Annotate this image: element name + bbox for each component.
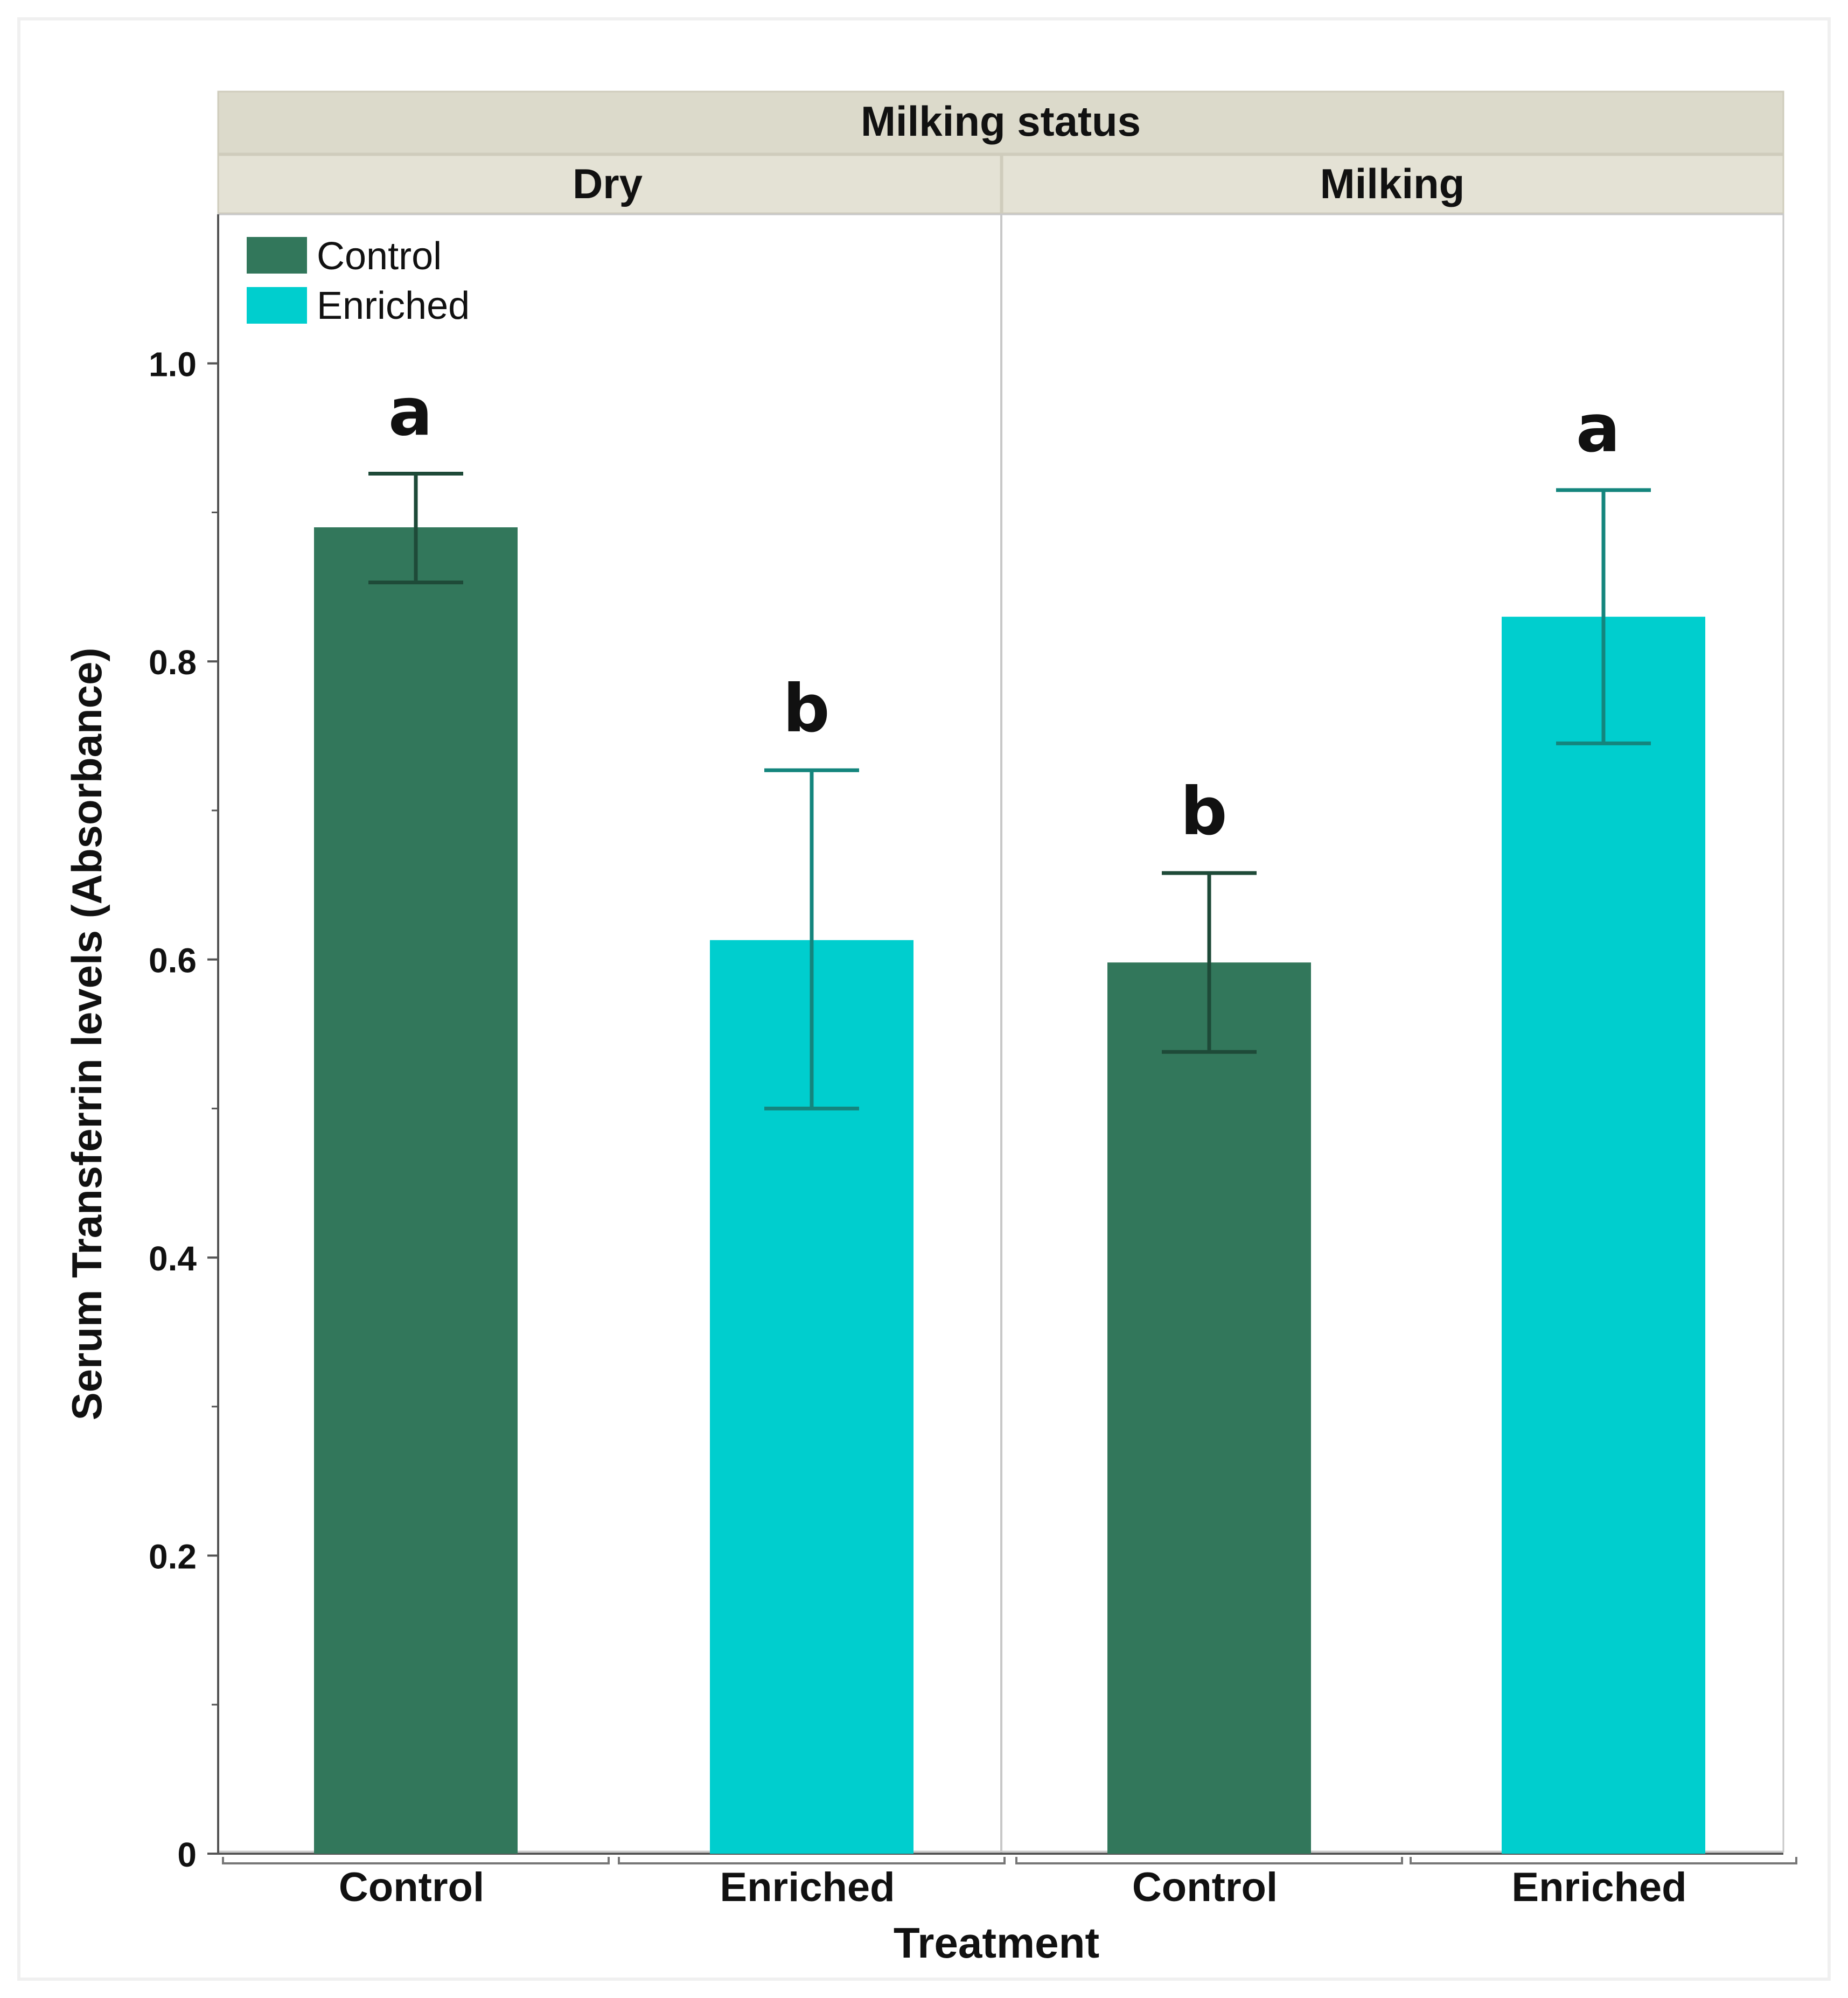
significance-letter: b (1180, 773, 1227, 850)
y-tick-label: 0.2 (149, 1538, 197, 1576)
y-tick-label: 0.6 (149, 941, 197, 980)
panel-header-dry (217, 154, 1002, 214)
bar-milking-control (1107, 962, 1311, 1854)
x-axis-title: Treatment (894, 1919, 1099, 1967)
y-tick-label: 0.4 (149, 1239, 197, 1278)
x-category-bracket (618, 1857, 1006, 1864)
legend-label-control: Control (317, 235, 442, 278)
y-tick-label: 0.8 (149, 643, 197, 682)
y-tick-label: 0 (177, 1835, 197, 1874)
legend: Control Enriched (247, 235, 470, 327)
panel-title-milking: Milking (1320, 160, 1465, 207)
legend-swatch-control (247, 237, 307, 274)
y-axis-title: Serum Transferrin levels (Absorbance) (63, 648, 110, 1421)
significance-letter: a (1576, 390, 1620, 467)
legend-swatch-enriched (247, 287, 307, 324)
bars: a b b a (314, 374, 1705, 1854)
y-tick-label: 1.0 (149, 345, 197, 384)
x-tick-label: Control (1132, 1864, 1278, 1910)
x-tick-label: Control (339, 1864, 484, 1910)
significance-letter: a (388, 374, 433, 451)
y-ticks: 0 0.2 0.4 0.6 0.8 1.0 (149, 345, 218, 1874)
panel-title-dry: Dry (573, 160, 643, 207)
facet-title: Milking status (861, 97, 1141, 145)
facet-title-strip (217, 90, 1784, 155)
bar-milking-enriched (1502, 617, 1705, 1854)
legend-label-enriched: Enriched (317, 284, 470, 327)
x-tick-label: Enriched (720, 1864, 895, 1910)
x-tick-label: Enriched (1511, 1864, 1686, 1910)
bar-dry-control (314, 527, 518, 1854)
x-category-bracket (1410, 1857, 1797, 1864)
x-category-bracket (222, 1857, 610, 1864)
panel-header-milking (1001, 154, 1784, 214)
x-category-brackets (222, 1857, 1797, 1864)
significance-letter: b (783, 670, 829, 747)
x-category-bracket (1015, 1857, 1403, 1864)
x-labels: Control Enriched Control Enriched (339, 1864, 1687, 1910)
